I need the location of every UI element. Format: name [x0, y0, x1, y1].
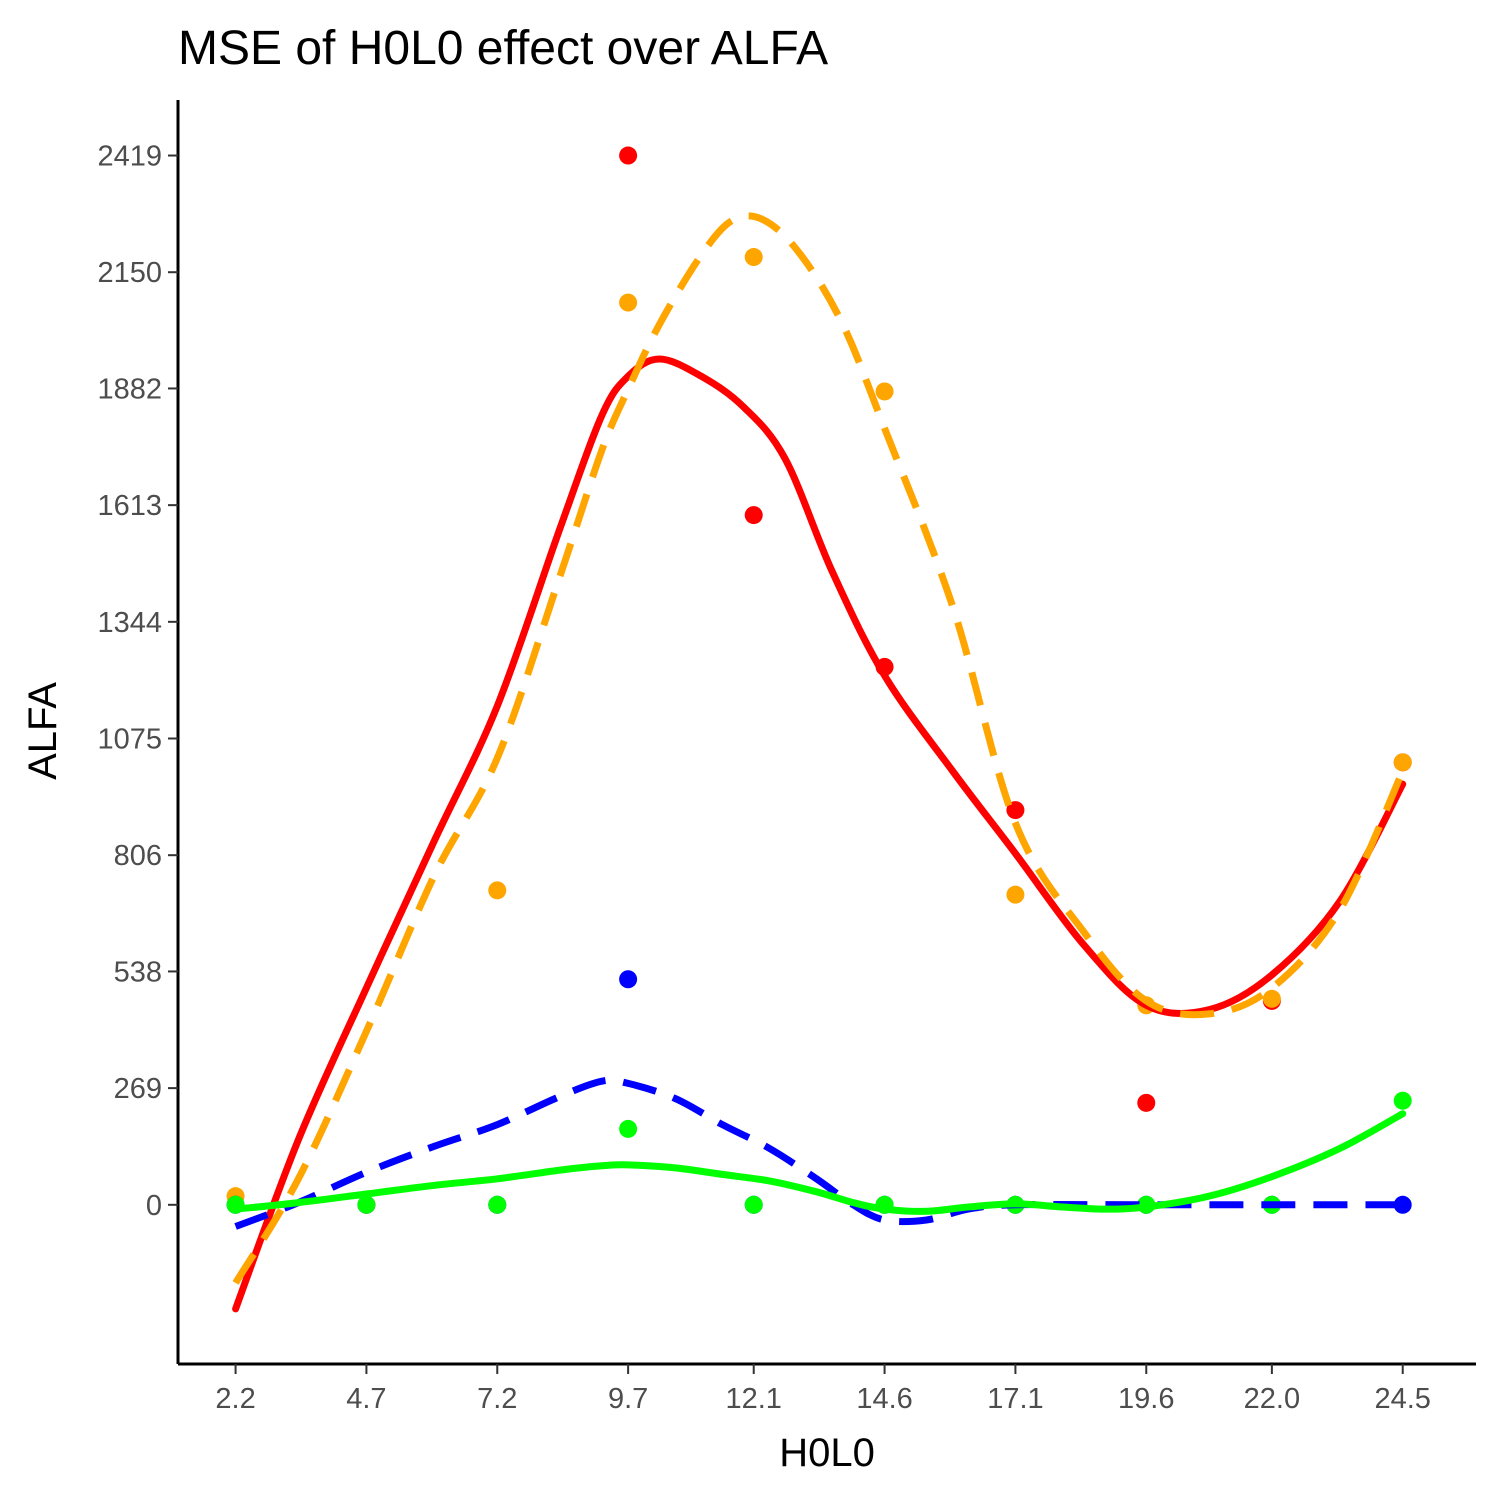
y-axis-ticks: 0 269 538 806 1075 1344 1613 1882 2150 2419: [97, 141, 178, 1222]
x-axis-title: H0L0: [779, 1431, 875, 1475]
data-point: [619, 146, 638, 165]
data-point: [1262, 989, 1281, 1008]
x-tick-label: 17.1: [987, 1383, 1043, 1415]
series-0-smooth-line: [232, 355, 1407, 1313]
data-point: [1006, 885, 1025, 904]
x-tick-label: 12.1: [725, 1383, 781, 1415]
data-point: [744, 506, 763, 525]
x-tick-label: 4.7: [346, 1383, 386, 1415]
y-tick-label: 1613: [97, 490, 162, 522]
data-point: [1137, 1093, 1156, 1112]
series-3-smooth-line: [232, 1110, 1407, 1215]
series-2-smooth-line: [234, 1076, 1403, 1230]
x-tick-label: 24.5: [1374, 1383, 1430, 1415]
y-axis-title: ALFA: [21, 682, 65, 780]
y-tick-label: 269: [114, 1073, 162, 1105]
x-tick-label: 2.2: [215, 1383, 255, 1415]
data-point: [1006, 801, 1025, 820]
data-point: [619, 1119, 638, 1138]
x-tick-label: 7.2: [477, 1383, 517, 1415]
data-point: [744, 1195, 763, 1214]
data-point: [619, 970, 638, 989]
x-tick-label: 22.0: [1244, 1383, 1300, 1415]
y-tick-label: 1075: [97, 724, 162, 756]
y-tick-label: 2419: [97, 141, 162, 173]
data-point: [1393, 753, 1412, 772]
x-tick-label: 14.6: [856, 1383, 912, 1415]
x-tick-label: 9.7: [608, 1383, 648, 1415]
y-tick-label: 1882: [97, 373, 162, 405]
data-point: [1393, 1195, 1412, 1214]
chart-title: MSE of H0L0 effect over ALFA: [178, 22, 828, 75]
series-1-smooth-line: [232, 212, 1406, 1285]
y-tick-label: 1344: [97, 607, 162, 639]
data-point: [488, 1195, 507, 1214]
data-point: [488, 881, 507, 900]
y-tick-label: 538: [114, 956, 162, 988]
series-layer: [226, 146, 1412, 1313]
data-point: [619, 293, 638, 312]
data-point: [357, 1195, 376, 1214]
y-tick-label: 2150: [97, 257, 162, 289]
series-3-points: [226, 1091, 1412, 1214]
x-axis-ticks: 2.2 4.7 7.2 9.7 12.1 14.6 17.1 19.6 22.0 24.5: [215, 1364, 1431, 1415]
x-tick-label: 19.6: [1118, 1383, 1174, 1415]
y-tick-label: 806: [114, 840, 162, 872]
data-point: [875, 382, 894, 401]
data-point: [1393, 1091, 1412, 1110]
y-tick-label: 0: [146, 1190, 162, 1222]
data-point: [744, 248, 763, 267]
